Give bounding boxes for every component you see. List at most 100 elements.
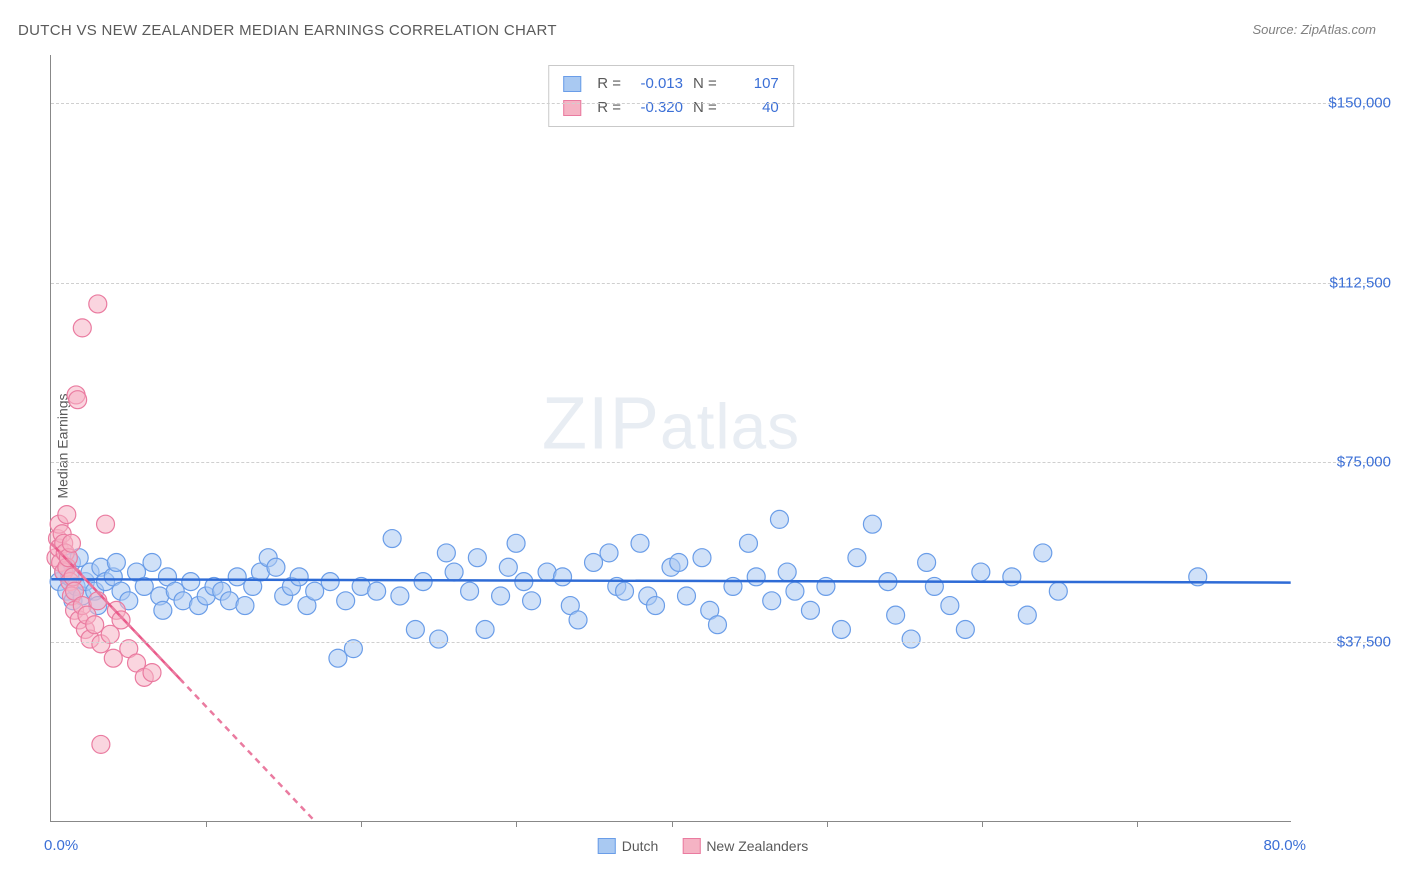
legend-item: New Zealanders (682, 838, 808, 854)
scatter-svg (51, 55, 1291, 821)
x-axis-max-label: 80.0% (1263, 837, 1306, 854)
legend-swatch (682, 838, 700, 854)
x-tick (827, 821, 828, 827)
data-point (437, 544, 455, 562)
data-point (468, 549, 486, 567)
data-point (972, 563, 990, 581)
stat-n-value: 40 (727, 96, 779, 120)
data-point (786, 582, 804, 600)
stat-n-label: N = (693, 72, 717, 96)
data-point (306, 582, 324, 600)
data-point (647, 597, 665, 615)
data-point (941, 597, 959, 615)
data-point (143, 664, 161, 682)
data-point (708, 616, 726, 634)
data-point (763, 592, 781, 610)
gridline-h (51, 283, 1386, 284)
x-tick (982, 821, 983, 827)
data-point (492, 587, 510, 605)
data-point (1003, 568, 1021, 586)
y-tick-label: $112,500 (1330, 274, 1391, 291)
data-point (507, 534, 525, 552)
data-point (236, 597, 254, 615)
data-point (848, 549, 866, 567)
data-point (616, 582, 634, 600)
data-point (430, 630, 448, 648)
data-point (925, 577, 943, 595)
stat-r-value: -0.013 (631, 72, 683, 96)
chart-title: DUTCH VS NEW ZEALANDER MEDIAN EARNINGS C… (18, 22, 557, 39)
stats-row: R =-0.013N =107 (563, 72, 779, 96)
data-point (678, 587, 696, 605)
data-point (1034, 544, 1052, 562)
chart-source: Source: ZipAtlas.com (1252, 22, 1376, 37)
legend-swatch (598, 838, 616, 854)
data-point (290, 568, 308, 586)
data-point (476, 621, 494, 639)
data-point (523, 592, 541, 610)
data-point (406, 621, 424, 639)
x-tick (672, 821, 673, 827)
x-tick (516, 821, 517, 827)
data-point (112, 611, 130, 629)
gridline-h (51, 642, 1386, 643)
data-point (1049, 582, 1067, 600)
data-point (499, 558, 517, 576)
data-point (58, 506, 76, 524)
data-point (863, 515, 881, 533)
plot-area: ZIPatlas R =-0.013N =107R =-0.320N =40 $… (50, 55, 1291, 822)
data-point (329, 649, 347, 667)
data-point (1018, 606, 1036, 624)
data-point (918, 553, 936, 571)
data-point (107, 553, 125, 571)
data-point (228, 568, 246, 586)
data-point (86, 616, 104, 634)
data-point (600, 544, 618, 562)
data-point (739, 534, 757, 552)
stat-n-label: N = (693, 96, 717, 120)
data-point (104, 649, 122, 667)
data-point (267, 558, 285, 576)
data-point (902, 630, 920, 648)
data-point (89, 295, 107, 313)
data-point (747, 568, 765, 586)
data-point (337, 592, 355, 610)
stat-r-value: -0.320 (631, 96, 683, 120)
data-point (368, 582, 386, 600)
data-point (693, 549, 711, 567)
data-point (770, 510, 788, 528)
data-point (461, 582, 479, 600)
data-point (569, 611, 587, 629)
data-point (414, 573, 432, 591)
data-point (383, 530, 401, 548)
data-point (585, 553, 603, 571)
bottom-legend: Dutch New Zealanders (598, 838, 809, 854)
data-point (832, 621, 850, 639)
data-point (182, 573, 200, 591)
data-point (69, 391, 87, 409)
data-point (62, 534, 80, 552)
gridline-h (51, 103, 1386, 104)
x-tick (361, 821, 362, 827)
data-point (92, 735, 110, 753)
x-axis-min-label: 0.0% (44, 837, 78, 854)
gridline-h (51, 462, 1386, 463)
correlation-stats-box: R =-0.013N =107R =-0.320N =40 (548, 65, 794, 127)
data-point (445, 563, 463, 581)
x-tick (206, 821, 207, 827)
y-tick-label: $150,000 (1328, 94, 1391, 111)
data-point (143, 553, 161, 571)
data-point (956, 621, 974, 639)
stats-row: R = -0.320 N = 40 (563, 96, 779, 120)
data-point (670, 553, 688, 571)
data-point (778, 563, 796, 581)
data-point (631, 534, 649, 552)
data-point (887, 606, 905, 624)
stat-r-label: R = (597, 96, 621, 120)
y-tick-label: $75,000 (1337, 454, 1391, 471)
legend-swatch (563, 76, 581, 92)
y-tick-label: $37,500 (1337, 634, 1391, 651)
legend-item: Dutch (598, 838, 659, 854)
data-point (97, 515, 115, 533)
x-tick (1137, 821, 1138, 827)
